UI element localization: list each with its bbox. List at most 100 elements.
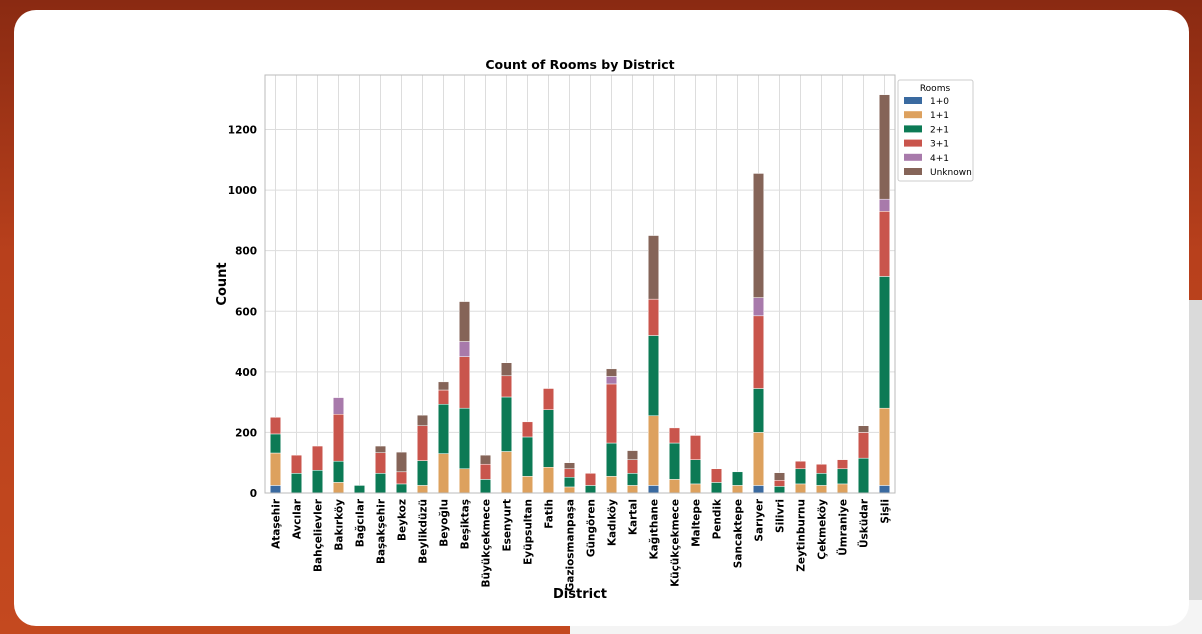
bar-segment — [522, 476, 533, 494]
bar-segment — [501, 396, 512, 452]
bar-segment — [690, 435, 701, 460]
x-tick-label: Avcılar — [292, 498, 304, 539]
bar-segment — [396, 483, 407, 494]
bar-segment — [312, 445, 323, 471]
bar-segment — [648, 485, 659, 494]
bar-segment — [354, 485, 365, 494]
bar-segment — [837, 468, 848, 485]
bar-segment — [627, 450, 638, 460]
bar-segment — [417, 485, 428, 494]
bar-segment — [690, 483, 701, 494]
bar-segment — [564, 486, 575, 494]
legend-label: 3+1 — [930, 140, 949, 150]
bar-segment — [858, 457, 869, 494]
bar-segment — [459, 468, 470, 494]
bar-segment — [606, 383, 617, 444]
bar-segment — [711, 468, 722, 483]
bar-segment — [522, 421, 533, 438]
x-tick-label: Başakşehir — [376, 498, 388, 564]
chart-title: Count of Rooms by District — [485, 57, 674, 72]
x-tick-label: Maltepe — [691, 499, 703, 547]
bar-segment — [837, 483, 848, 494]
legend-swatch — [904, 97, 922, 104]
bar-segment — [501, 451, 512, 494]
bar-segment — [522, 436, 533, 477]
legend-swatch — [904, 153, 922, 161]
bar-segment — [270, 485, 281, 494]
x-tick-label: Üsküdar — [857, 498, 871, 548]
x-tick-label: Eyüpsultan — [523, 499, 535, 565]
bar-segment — [564, 476, 575, 488]
bar-segment — [753, 315, 764, 389]
x-tick-label: Beykoz — [397, 499, 409, 541]
x-tick-label: Zeytinburnu — [796, 499, 808, 572]
bar-segment — [879, 94, 890, 200]
y-tick-label: 1200 — [228, 125, 257, 137]
legend-label: Unknown — [930, 168, 972, 178]
y-axis-label: Count — [215, 262, 230, 305]
bars-layer — [270, 94, 890, 494]
y-tick-label: 600 — [235, 306, 257, 318]
bar-segment — [459, 407, 470, 470]
bar-segment — [648, 298, 659, 336]
x-tick-label: Kadıköy — [607, 499, 619, 546]
x-tick-labels: Ataşehir Avcılar Bahçelievler Bakırköy Bağcı… — [271, 498, 892, 591]
bar-segment — [669, 479, 680, 494]
bar-segment — [501, 362, 512, 377]
bar-segment — [291, 454, 302, 474]
bar-segment — [858, 432, 869, 459]
x-tick-label: Bahçelievler — [313, 498, 325, 572]
x-tick-label: Fatih — [544, 499, 556, 529]
bar-segment — [627, 485, 638, 494]
bar-segment — [270, 452, 281, 486]
bar-segment — [648, 235, 659, 300]
bar-segment — [648, 335, 659, 417]
bar-segment — [543, 467, 554, 494]
bar-segment — [333, 413, 344, 462]
bar-segment — [396, 471, 407, 485]
bar-segment — [879, 485, 890, 494]
x-tick-label: Ümraniye — [836, 499, 850, 556]
bar-segment — [375, 452, 386, 474]
bar-segment — [585, 473, 596, 486]
bar-segment — [858, 425, 869, 433]
bar-segment — [774, 480, 785, 487]
bar-segment — [312, 470, 323, 494]
bar-segment — [627, 473, 638, 486]
bar-segment — [753, 297, 764, 317]
bar-segment — [795, 468, 806, 485]
bar-segment — [438, 389, 449, 405]
bar-segment — [879, 407, 890, 486]
bar-segment — [501, 375, 512, 398]
x-tick-label: Kağıthane — [649, 499, 661, 560]
bar-segment — [333, 482, 344, 494]
bar-segment — [606, 368, 617, 377]
x-tick-label: Şişli — [880, 499, 892, 524]
bar-segment — [564, 468, 575, 478]
bar-segment — [690, 459, 701, 485]
bar-segment — [459, 301, 470, 342]
bar-segment — [480, 454, 491, 465]
x-tick-label: Beyoğlu — [439, 499, 451, 547]
bar-segment — [438, 381, 449, 391]
legend-label: 1+1 — [930, 111, 949, 121]
bar-segment — [375, 445, 386, 453]
bar-segment — [816, 463, 827, 474]
bar-segment — [795, 460, 806, 470]
bar-segment — [270, 433, 281, 454]
bar-segment — [480, 479, 491, 494]
bar-segment — [606, 376, 617, 385]
bar-segment — [396, 451, 407, 473]
bar-segment — [879, 198, 890, 212]
bar-segment — [879, 211, 890, 277]
x-tick-label: Bağcılar — [355, 498, 367, 547]
bar-segment — [333, 460, 344, 483]
y-tick-label: 1000 — [228, 185, 257, 197]
bar-segment — [606, 442, 617, 477]
bar-segment — [585, 485, 596, 494]
legend-swatch — [904, 139, 922, 147]
legend-swatch — [904, 125, 922, 133]
bar-segment — [837, 459, 848, 470]
x-tick-label: Silivri — [775, 499, 787, 533]
legend-title: Rooms — [920, 84, 951, 94]
